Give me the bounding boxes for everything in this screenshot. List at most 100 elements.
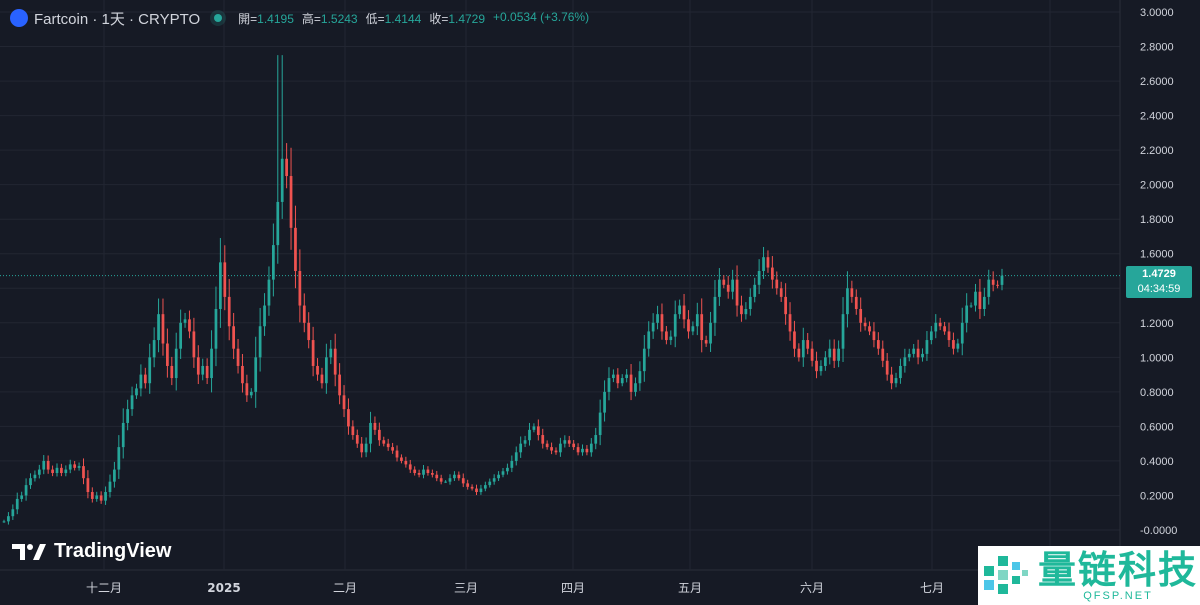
candle-body xyxy=(24,485,28,496)
candle-body xyxy=(960,322,964,344)
bar-countdown: 04:34:59 xyxy=(1137,283,1181,295)
candle-body xyxy=(876,340,880,349)
candle-body xyxy=(581,448,584,453)
candle-body xyxy=(223,262,227,297)
candle-body xyxy=(29,478,32,486)
candle-body xyxy=(152,340,156,358)
candle-body xyxy=(479,488,483,493)
candle-body xyxy=(435,474,439,479)
candle-body xyxy=(506,467,509,472)
candle-body xyxy=(916,348,920,358)
ohlc-readout: 開=1.4195 高=1.5243 低=1.4144 收=1.4729 +0.0… xyxy=(238,10,589,27)
candle-body xyxy=(846,288,849,315)
candle-body xyxy=(355,435,359,444)
candle-body xyxy=(607,378,611,392)
close-label: 收= xyxy=(429,11,449,26)
candle-body xyxy=(616,374,620,384)
candle-body xyxy=(95,495,99,499)
candle-body xyxy=(404,460,408,465)
candle-body xyxy=(139,374,143,389)
candle-body xyxy=(823,357,827,366)
candle-body xyxy=(713,296,717,323)
candle-body xyxy=(188,319,191,332)
candle-body xyxy=(536,426,540,436)
candle-body xyxy=(735,279,739,306)
candle-body xyxy=(687,319,690,332)
candle-body xyxy=(329,348,333,358)
candle-body xyxy=(33,474,37,479)
candle-body xyxy=(77,466,81,468)
candle-body xyxy=(594,435,598,444)
candle-body xyxy=(722,279,726,285)
candle-body xyxy=(642,348,646,372)
candle-body xyxy=(828,348,832,358)
candle-body xyxy=(161,314,165,344)
candle-body xyxy=(55,467,59,474)
candle-body xyxy=(324,357,328,384)
watermark-en: QFSP.NET xyxy=(1083,589,1153,602)
candle-body xyxy=(872,331,876,341)
y-tick-label: 2.0000 xyxy=(1140,180,1174,192)
candle-body xyxy=(965,305,969,323)
y-tick-label: 2.6000 xyxy=(1140,76,1174,88)
candle-body xyxy=(232,326,235,349)
candle-body xyxy=(488,481,492,486)
candle-body xyxy=(135,388,138,396)
candle-body xyxy=(956,343,960,349)
candle-body xyxy=(709,322,712,344)
candle-body xyxy=(598,412,602,436)
candle-body xyxy=(166,343,169,366)
candle-body xyxy=(934,322,938,332)
y-tick-label: 1.2000 xyxy=(1140,318,1174,330)
candle-body xyxy=(351,426,355,436)
candle-body xyxy=(7,516,10,522)
candle-body xyxy=(779,288,783,297)
candle-body xyxy=(894,378,898,384)
candle-body xyxy=(929,331,933,341)
low-label: 低= xyxy=(365,11,385,26)
tradingview-logo[interactable]: TradingView xyxy=(12,540,171,563)
candle-body xyxy=(453,474,456,479)
candle-body xyxy=(347,409,350,427)
candle-body xyxy=(285,158,288,177)
candle-body xyxy=(439,478,443,482)
candle-body xyxy=(461,478,465,484)
candle-body xyxy=(263,305,266,327)
candle-body xyxy=(793,331,796,349)
candle-body xyxy=(60,467,63,474)
candle-body xyxy=(810,348,814,361)
candle-body xyxy=(554,450,558,453)
candle-body xyxy=(925,340,929,354)
candle-body xyxy=(157,314,160,341)
candle-body xyxy=(563,440,567,444)
symbol-title[interactable]: Fartcoin · 1天 · CRYPTO xyxy=(34,10,201,28)
candle-body xyxy=(117,447,121,470)
candle-body xyxy=(797,348,801,358)
candle-body xyxy=(183,319,187,323)
candle-body xyxy=(373,422,377,430)
candle-body xyxy=(492,478,496,482)
candle-body xyxy=(850,288,854,297)
candle-body xyxy=(497,474,500,479)
candle-body xyxy=(90,492,94,499)
candle-body xyxy=(227,296,231,327)
candle-body xyxy=(969,305,973,307)
candle-body xyxy=(982,296,986,309)
open-label: 開= xyxy=(238,11,258,26)
candle-body xyxy=(775,279,779,289)
candle-body xyxy=(205,365,209,379)
x-tick-label: 七月 xyxy=(920,581,944,595)
candle-body xyxy=(545,443,549,448)
candle-body xyxy=(143,374,147,384)
candle-body xyxy=(854,296,858,309)
candle-body xyxy=(647,331,651,349)
candle-body xyxy=(890,374,893,384)
candle-body xyxy=(382,440,386,444)
last-price: 1.4729 xyxy=(1142,268,1176,280)
candle-body xyxy=(947,331,951,341)
candle-body xyxy=(470,486,474,489)
candle-body xyxy=(360,443,364,453)
chart-header: Fartcoin · 1天 · CRYPTO 開=1.4195 高=1.5243… xyxy=(10,8,589,28)
y-tick-label: 0.4000 xyxy=(1140,456,1174,468)
